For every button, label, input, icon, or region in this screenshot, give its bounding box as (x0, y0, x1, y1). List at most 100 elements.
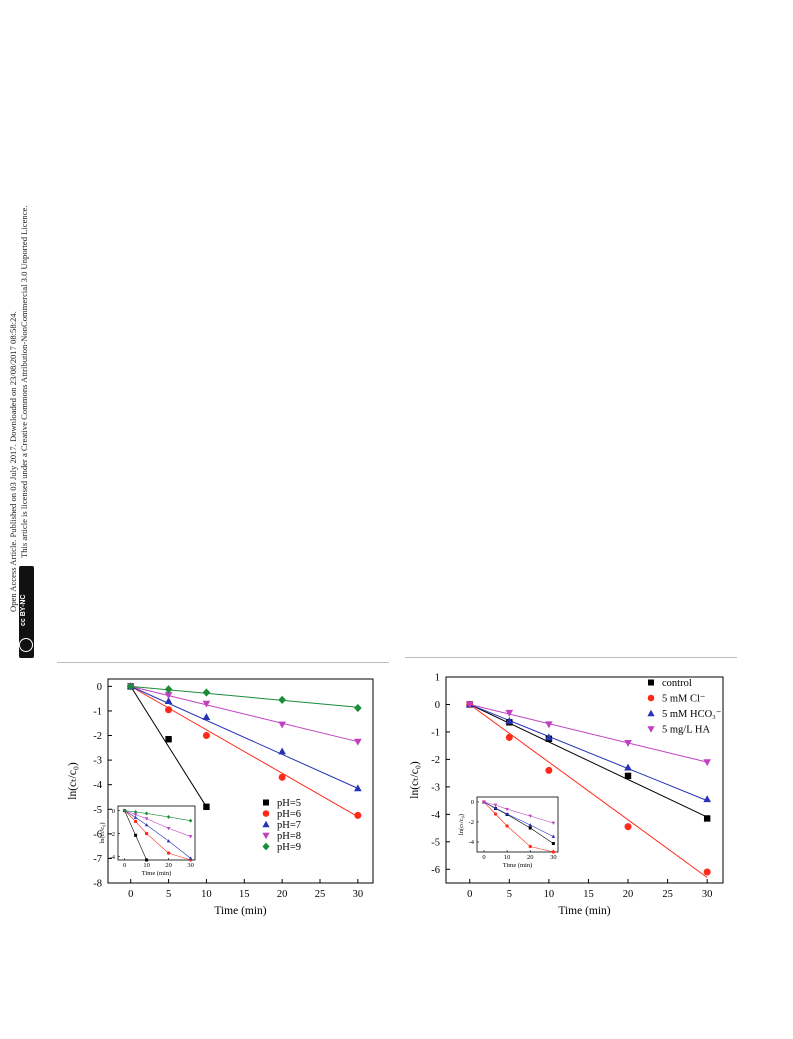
legend-label: control (662, 678, 692, 689)
inset-point (133, 815, 138, 819)
fit-line (130, 685, 359, 818)
y-tick-label: -3 (431, 782, 440, 793)
inset-y-tick-label: -4 (469, 839, 475, 846)
legend-marker (648, 679, 654, 686)
divider-right (405, 657, 737, 658)
y-tick-label: -5 (93, 805, 102, 816)
inset-point (188, 835, 193, 839)
y-tick-label: -2 (431, 755, 440, 766)
inset-point (505, 807, 509, 812)
fit-line (469, 704, 708, 878)
inset-x-tick-label: 30 (550, 854, 557, 861)
data-point (545, 766, 553, 774)
data-point (164, 697, 173, 705)
inset-point (551, 834, 556, 838)
inset-point (493, 803, 498, 807)
data-point (202, 688, 211, 697)
data-point (624, 763, 632, 771)
fit-line (130, 685, 359, 789)
x-axis-label: Time (min) (558, 905, 610, 917)
x-tick-label: 0 (128, 889, 133, 900)
y-tick-label: -6 (431, 865, 440, 876)
license-sidebar: Open Access Article. Published on 03 Jul… (0, 0, 45, 700)
inset-point (166, 814, 171, 819)
y-tick-label: -1 (431, 727, 440, 738)
inset-point (144, 811, 149, 816)
divider-left (57, 662, 389, 663)
x-tick-label: 15 (239, 889, 250, 900)
x-tick-label: 10 (201, 889, 212, 900)
inset-point (493, 812, 498, 816)
data-point (703, 795, 712, 803)
inset-point (144, 831, 149, 836)
legend-marker (647, 709, 655, 717)
inset-x-tick-label: 10 (143, 862, 150, 869)
data-point (545, 721, 553, 729)
inset-x-tick-label: 30 (187, 862, 194, 869)
inset-point (133, 819, 138, 824)
inset-point (144, 817, 149, 821)
x-tick-label: 20 (623, 889, 634, 900)
fit-line (130, 685, 358, 708)
plot-frame (445, 676, 724, 884)
data-point (165, 736, 172, 743)
inset-point (528, 823, 533, 827)
legend-label: pH=6 (277, 809, 301, 820)
y-tick-label: 0 (435, 700, 440, 711)
inset-point (551, 842, 555, 845)
data-point (624, 823, 632, 831)
inset-y-axis-label: ln(cₜ/c₀) (99, 822, 106, 843)
legend-marker (647, 726, 655, 733)
y-tick-label: -2 (93, 731, 102, 742)
plot-frame (107, 678, 374, 884)
data-point (354, 811, 362, 819)
inset-point (166, 839, 171, 843)
inset-point (144, 823, 149, 827)
y-tick-label: -4 (431, 810, 440, 821)
inset-point (133, 810, 138, 814)
inset-point (505, 824, 509, 828)
inset-point (145, 858, 149, 862)
x-tick-label: 15 (583, 889, 594, 900)
data-point (624, 772, 632, 780)
cc-license-icon[interactable]: cc BY-NC (19, 566, 34, 658)
inset-point (528, 814, 533, 818)
fit-line (130, 685, 358, 743)
inset-point (528, 826, 532, 830)
legend-marker (262, 842, 270, 851)
fit-line (130, 686, 207, 808)
y-tick-label: 1 (435, 673, 440, 684)
data-point (164, 692, 173, 699)
inset-x-axis-label: Time (min) (142, 870, 172, 877)
x-tick-label: 30 (702, 889, 713, 900)
inset-point (134, 833, 138, 837)
inset-y-tick-label: -2 (469, 819, 474, 826)
legend-label: pH=7 (277, 820, 301, 831)
inset-chart: 0 10 20 30 0 -2 -4 Time (min) ln(cₜ/c₀) (458, 796, 559, 869)
inset-x-tick-label: 0 (123, 862, 126, 869)
data-point (505, 716, 514, 724)
cc-circle-icon (19, 638, 33, 652)
inset-y-tick-label: 0 (112, 808, 115, 815)
data-point (278, 773, 286, 781)
data-point (624, 740, 632, 747)
y-axis-label: ln(cₜ/c₀) (409, 761, 421, 799)
y-tick-label: -3 (93, 756, 102, 767)
data-point (545, 733, 553, 741)
data-point (202, 700, 211, 708)
x-axis-label: Time (min) (214, 905, 266, 917)
x-tick-label: 20 (277, 889, 288, 900)
data-point (465, 701, 474, 709)
data-point (354, 738, 362, 746)
inset-point (166, 851, 171, 855)
data-point (703, 815, 711, 822)
inset-y-axis-label: ln(cₜ/c₀) (458, 814, 465, 835)
y-tick-label: -1 (93, 706, 102, 717)
y-tick-label: -7 (93, 854, 102, 865)
inset-y-tick-label: -4 (110, 854, 116, 861)
data-point (703, 759, 712, 767)
data-point (703, 868, 711, 876)
inset-point (188, 818, 193, 823)
data-point (278, 721, 286, 729)
